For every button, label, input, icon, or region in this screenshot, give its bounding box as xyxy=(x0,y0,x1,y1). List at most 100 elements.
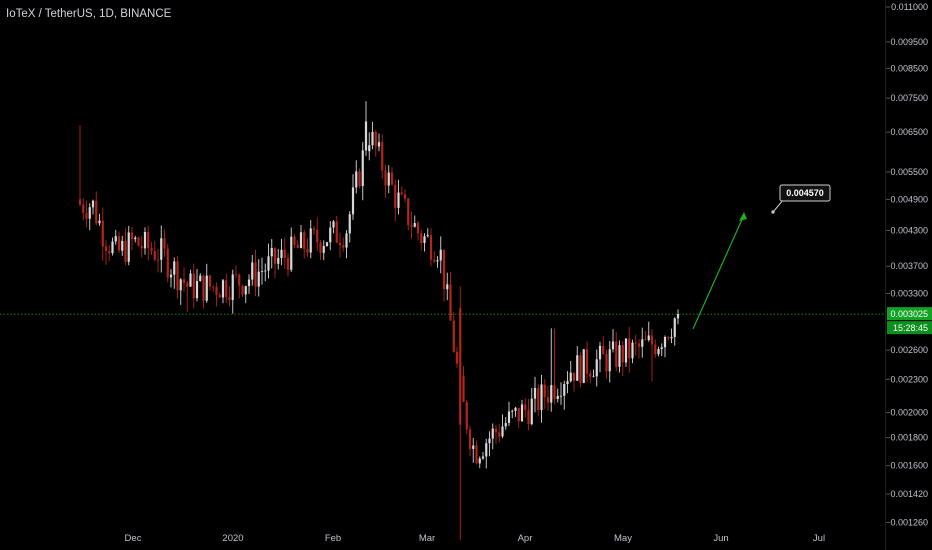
candle-body xyxy=(205,275,208,301)
candle-body xyxy=(173,261,176,275)
candle-body xyxy=(299,232,303,248)
candle-body xyxy=(368,145,371,152)
candle-body xyxy=(439,249,442,261)
candle-body xyxy=(579,355,582,383)
candle-body xyxy=(306,248,309,253)
candle-body xyxy=(325,242,329,247)
y-tick-label: 0.009500 xyxy=(890,37,928,47)
candle-body xyxy=(286,258,290,270)
candle-body xyxy=(114,236,117,242)
candle-body xyxy=(413,223,416,227)
candle-body xyxy=(156,259,160,261)
candle-body xyxy=(153,251,156,260)
x-tick-label: Feb xyxy=(325,533,341,544)
candle-body xyxy=(208,275,212,287)
x-tick-label: Apr xyxy=(518,533,533,544)
candle-body xyxy=(195,281,199,299)
candle-body xyxy=(647,335,650,341)
candle-body xyxy=(553,385,556,399)
candle-body xyxy=(182,279,186,283)
candle-body xyxy=(351,187,355,215)
candle-body xyxy=(150,248,153,252)
candle-body xyxy=(95,200,98,224)
candle-body xyxy=(520,404,524,422)
candle-body xyxy=(624,338,628,363)
candle-body xyxy=(618,345,621,367)
candle-body xyxy=(355,171,358,188)
candle-body xyxy=(199,275,202,282)
candle-body xyxy=(358,171,361,187)
candle-body xyxy=(585,349,589,374)
candle-body xyxy=(364,121,368,151)
candle-body xyxy=(550,385,553,403)
candle-body xyxy=(88,207,91,219)
candle-body xyxy=(475,445,478,464)
candle-body xyxy=(670,336,673,339)
candle-body xyxy=(407,198,410,226)
x-tick-label: Dec xyxy=(125,533,142,544)
candle-body xyxy=(127,232,130,262)
candle-body xyxy=(436,260,439,262)
y-axis-separator xyxy=(885,0,886,550)
candle-body xyxy=(260,271,264,272)
candle-body xyxy=(134,237,137,240)
candle-body xyxy=(130,232,134,240)
x-tick-label: Jun xyxy=(713,533,728,544)
candle-body xyxy=(485,443,488,457)
y-tick-label: 0.004300 xyxy=(890,225,928,235)
candle-body xyxy=(280,249,283,259)
candle-body xyxy=(517,407,520,422)
candle-body xyxy=(270,247,273,257)
forecast-arrowhead xyxy=(739,212,747,221)
candle-body xyxy=(329,227,332,243)
candle-body xyxy=(303,232,306,249)
candle-body xyxy=(111,241,114,254)
y-tick-label: 0.002000 xyxy=(890,408,928,418)
candle-body xyxy=(387,172,390,186)
candle-body xyxy=(559,395,563,397)
candle-body xyxy=(615,341,618,367)
candle-body xyxy=(147,232,150,249)
candle-body xyxy=(416,223,420,234)
candle-body xyxy=(293,236,296,245)
candle-body xyxy=(108,250,111,254)
candle-body xyxy=(657,348,660,355)
candle-body xyxy=(465,401,468,430)
candle-body xyxy=(82,204,85,213)
candle-body xyxy=(163,238,166,249)
candle-body xyxy=(319,242,322,253)
candle-body xyxy=(644,339,647,341)
candle-body xyxy=(277,258,280,264)
candle-body xyxy=(225,280,228,298)
candle-body xyxy=(507,411,511,423)
candle-body xyxy=(498,432,501,437)
candle-body xyxy=(420,233,423,243)
candle-body xyxy=(247,279,251,287)
candle-body xyxy=(140,245,143,249)
candle-body xyxy=(527,409,530,425)
candle-body xyxy=(394,184,397,208)
candle-body xyxy=(238,274,241,286)
candle-body xyxy=(524,404,527,410)
candle-body xyxy=(602,345,605,355)
candle-body xyxy=(361,150,364,187)
candle-body xyxy=(273,247,277,264)
candle-body xyxy=(478,458,481,464)
candle-body xyxy=(143,232,147,249)
candle-body xyxy=(335,221,338,243)
candle-body xyxy=(400,192,403,195)
candle-body xyxy=(663,337,667,348)
candle-body xyxy=(322,246,325,253)
candle-body xyxy=(631,342,634,359)
candle-body xyxy=(459,308,462,425)
candle-body xyxy=(514,407,517,411)
candle-body xyxy=(537,388,540,410)
candle-body xyxy=(676,314,680,319)
candle-body xyxy=(264,270,267,272)
candle-body xyxy=(546,397,550,403)
candle-body xyxy=(234,274,238,276)
candle-body xyxy=(228,297,231,300)
candle-body xyxy=(345,233,348,248)
candle-body xyxy=(433,259,436,262)
